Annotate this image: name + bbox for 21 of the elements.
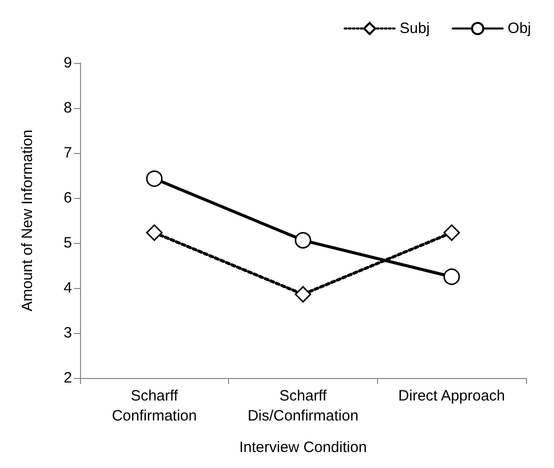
legend-label: Obj bbox=[508, 20, 531, 37]
y-tick-label: 7 bbox=[64, 144, 72, 162]
point bbox=[443, 224, 460, 241]
x-tick-label: Direct Approach bbox=[398, 388, 506, 404]
y-axis-title: Amount of New Information bbox=[19, 130, 36, 312]
x-tick-label: Scharff Dis/Confirmation bbox=[248, 388, 358, 424]
y-tick-label: 2 bbox=[64, 370, 72, 386]
y-tick-label: 9 bbox=[64, 54, 72, 72]
x-tick-label: Scharff Confirmation bbox=[112, 388, 197, 424]
x-axis-title: Interview Condition bbox=[239, 439, 367, 456]
y-tick-label: 4 bbox=[64, 280, 72, 296]
point bbox=[146, 224, 163, 241]
point bbox=[443, 268, 460, 285]
y-tick-label: 5 bbox=[64, 234, 72, 252]
y-tick-label: 8 bbox=[64, 100, 72, 116]
y-tick-label: 6 bbox=[64, 190, 72, 206]
y-tick-label: 3 bbox=[64, 324, 72, 342]
point bbox=[294, 286, 312, 303]
point bbox=[294, 232, 312, 249]
point bbox=[146, 170, 163, 187]
legend-label: Subj bbox=[400, 20, 430, 37]
